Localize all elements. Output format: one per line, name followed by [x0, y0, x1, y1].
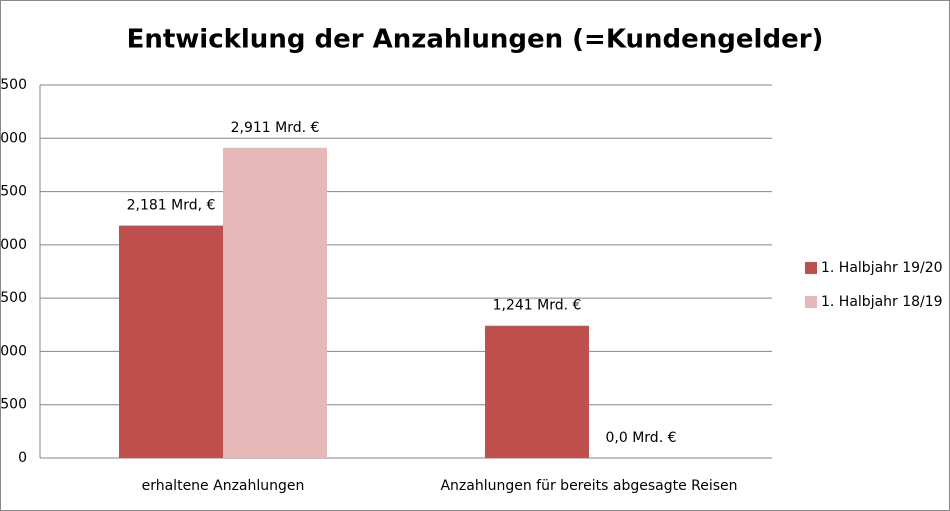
y-tick-label: 500	[0, 397, 27, 413]
y-tick-label: 2.000	[0, 237, 27, 253]
bar	[119, 225, 223, 458]
value-label: 2,911 Mrd. €	[231, 120, 320, 136]
legend-label: 1. Halbjahr 18/19	[821, 294, 943, 310]
bar	[485, 325, 589, 458]
bar	[223, 147, 327, 458]
y-tick-label: 1.500	[0, 290, 27, 306]
y-tick-label: 2.500	[0, 184, 27, 200]
y-tick-label: 3.000	[0, 130, 27, 146]
legend-label: 1. Halbjahr 19/20	[821, 260, 943, 276]
y-tick-label: 1.000	[0, 343, 27, 359]
chart-title: Entwicklung der Anzahlungen (=Kundengeld…	[127, 25, 824, 55]
x-tick-label: Anzahlungen für bereits abgesagte Reisen	[440, 478, 737, 494]
legend-swatch	[805, 262, 817, 274]
value-label: 1,241 Mrd. €	[493, 298, 582, 314]
y-tick-label: 0	[18, 450, 27, 466]
value-label: 0,0 Mrd. €	[606, 430, 677, 446]
y-tick-label: 3.500	[0, 77, 27, 93]
value-label: 2,181 Mrd, €	[127, 198, 216, 214]
x-tick-label: erhaltene Anzahlungen	[142, 478, 305, 494]
legend-swatch	[805, 296, 817, 308]
